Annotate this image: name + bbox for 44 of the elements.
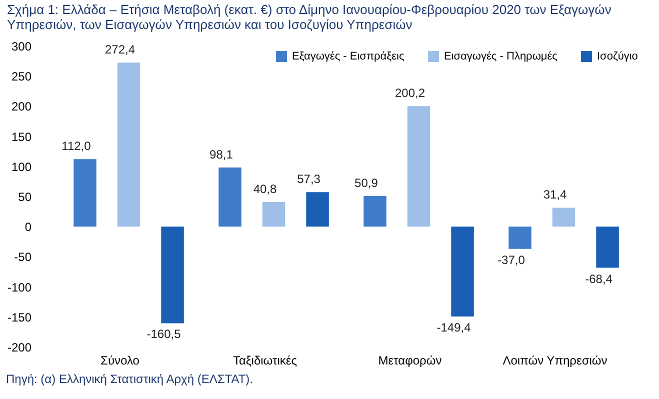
y-tick-label: 300 — [11, 40, 32, 54]
x-tick-label: Μεταφορών — [378, 354, 442, 368]
chart-title: Σχήμα 1: Ελλάδα – Ετήσια Μεταβολή (εκατ. €) στο Δίμηνο Ιανουαρίου-Φεβρουαρίου 2020 των Εξαγωγών Υπηρεσιών, των Εισαγωγών Υπηρεσιών και του Ισοζυγίου Υπηρεσιών — [6, 2, 612, 32]
y-tick-label: 0 — [24, 220, 32, 234]
y-tick-label: -100 — [7, 280, 32, 294]
bar — [407, 106, 430, 227]
data-label: 40,8 — [253, 182, 277, 196]
bar — [262, 202, 286, 227]
data-label: 98,1 — [210, 148, 234, 162]
data-label: 57,3 — [297, 172, 321, 186]
y-tick-label: 200 — [11, 100, 32, 114]
y-tick-label: 150 — [11, 130, 32, 144]
data-label: 272,4 — [104, 42, 136, 57]
data-label: -37,0 — [498, 252, 526, 267]
y-tick-label: -200 — [7, 340, 32, 354]
bar — [508, 226, 532, 249]
x-tick-label: Λοιπών Υπηρεσιών — [502, 354, 608, 368]
y-tick-label: 250 — [11, 70, 32, 84]
text: Πηγή: (α) Ελληνική Στατιστική Αρχή (ΕΛΣΤΑΤ). — [5, 372, 254, 386]
bar — [161, 226, 184, 324]
bar — [552, 208, 576, 227]
data-label: 31,4 — [543, 188, 567, 202]
data-label: 200,2 — [394, 86, 426, 100]
data-label: 112,0 — [62, 139, 92, 154]
data-label: -160,5 — [146, 327, 182, 342]
bar — [306, 192, 329, 227]
bar — [596, 226, 619, 268]
x-tick-label: Σύνολο — [100, 354, 140, 368]
bar — [218, 168, 242, 227]
y-tick-label: -150 — [7, 310, 32, 324]
y-tick-label: 100 — [11, 160, 32, 174]
bar — [117, 62, 140, 227]
bar — [364, 196, 386, 227]
bar — [74, 159, 96, 227]
legend-label: Εισαγωγές - Πληρωμές — [444, 50, 558, 63]
legend-label: Εξαγωγές - Εισπράξεις — [292, 50, 404, 63]
bar — [451, 226, 474, 317]
y-tick-label: -50 — [14, 250, 32, 264]
y-tick-label: 50 — [18, 190, 32, 204]
x-tick-label: Ταξιδιωτικές — [232, 354, 298, 368]
data-label: -149,4 — [436, 320, 472, 335]
legend-label: Ισοζύγιο — [597, 50, 638, 63]
data-label: -68,4 — [585, 272, 613, 286]
data-label: 50,9 — [354, 176, 378, 190]
